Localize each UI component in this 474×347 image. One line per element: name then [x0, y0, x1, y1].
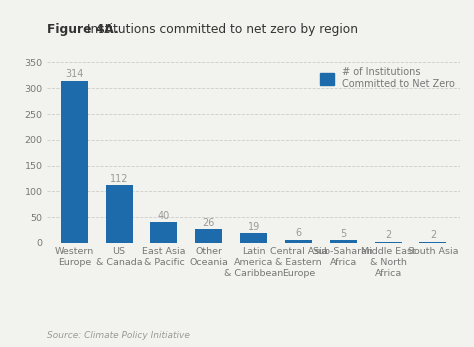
Bar — [151, 222, 177, 243]
Bar — [61, 81, 88, 243]
Text: 26: 26 — [202, 218, 215, 228]
Text: Figure 4A.: Figure 4A. — [47, 23, 119, 35]
Text: 6: 6 — [295, 228, 301, 238]
Text: 40: 40 — [158, 211, 170, 221]
Bar — [195, 229, 222, 243]
Text: 2: 2 — [385, 230, 391, 240]
Text: Source: Climate Policy Initiative: Source: Climate Policy Initiative — [47, 331, 190, 340]
Text: 19: 19 — [247, 221, 260, 231]
Bar — [330, 240, 357, 243]
Text: 2: 2 — [430, 230, 436, 240]
Text: Institutions committed to net zero by region: Institutions committed to net zero by re… — [83, 23, 358, 35]
Bar — [419, 242, 447, 243]
Legend: # of Institutions
Committed to Net Zero: # of Institutions Committed to Net Zero — [319, 67, 455, 89]
Bar — [106, 185, 133, 243]
Bar — [285, 240, 312, 243]
Text: 112: 112 — [110, 174, 128, 184]
Bar — [240, 233, 267, 243]
Bar — [374, 242, 401, 243]
Text: 314: 314 — [65, 69, 83, 79]
Text: 5: 5 — [340, 229, 346, 239]
